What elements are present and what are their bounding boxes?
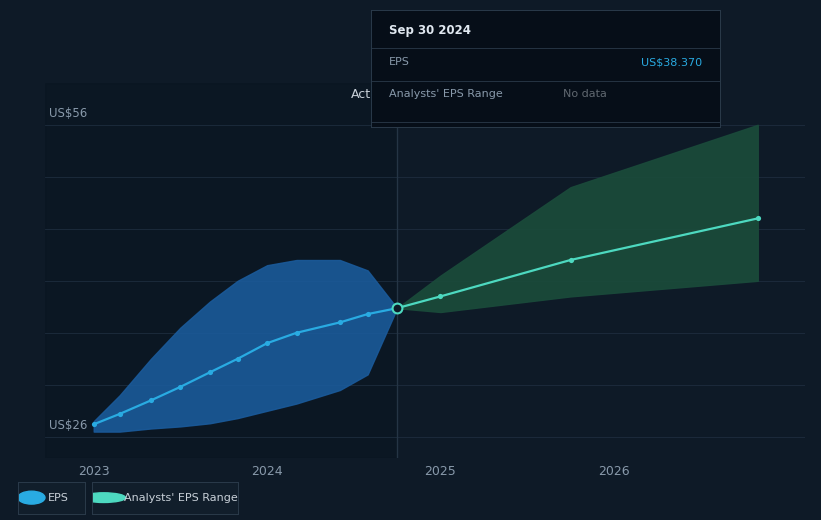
Text: US$56: US$56 <box>48 107 87 120</box>
Text: EPS: EPS <box>48 492 69 503</box>
Text: No data: No data <box>563 89 607 99</box>
Circle shape <box>82 493 126 502</box>
Point <box>751 214 764 223</box>
Text: Actual: Actual <box>351 88 390 101</box>
Point <box>87 420 100 428</box>
Point <box>391 304 404 313</box>
Point <box>434 292 447 301</box>
Point <box>290 329 303 337</box>
Point <box>231 355 244 363</box>
Point <box>260 339 273 347</box>
Text: EPS: EPS <box>388 57 410 67</box>
Circle shape <box>18 491 45 504</box>
Point <box>391 304 404 313</box>
Text: Sep 30 2024: Sep 30 2024 <box>388 24 470 37</box>
Point <box>113 410 126 418</box>
Point <box>564 256 577 264</box>
Point <box>361 310 374 318</box>
Text: US$38.370: US$38.370 <box>641 57 703 67</box>
Point <box>144 396 158 405</box>
Point <box>174 383 187 391</box>
Bar <box>45 83 397 458</box>
Text: Analysts' EPS Range: Analysts' EPS Range <box>388 89 502 99</box>
Text: Analysts Forecasts: Analysts Forecasts <box>411 88 527 101</box>
Text: US$26: US$26 <box>48 419 87 432</box>
Text: Analysts' EPS Range: Analysts' EPS Range <box>124 492 238 503</box>
Point <box>333 318 346 327</box>
Point <box>204 368 217 376</box>
